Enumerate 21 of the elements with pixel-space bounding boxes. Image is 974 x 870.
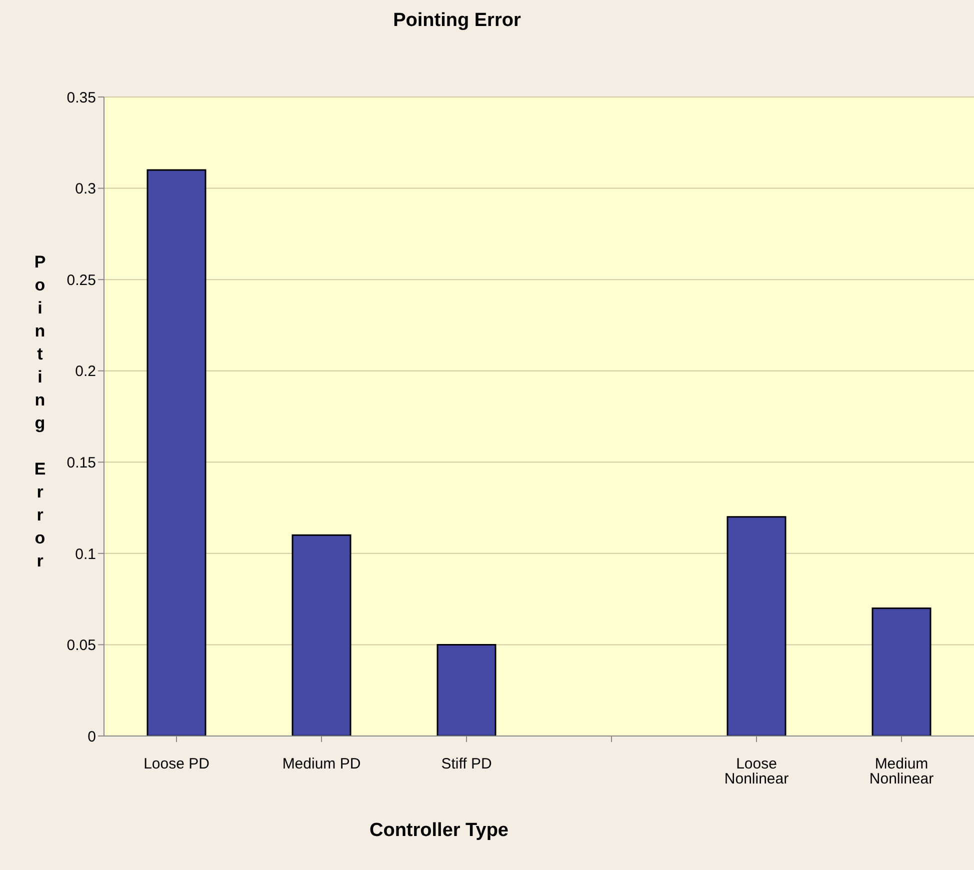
x-tick-label: Medium PD	[282, 756, 361, 773]
chart-title: Pointing Error	[392, 10, 522, 32]
bar	[292, 534, 352, 736]
y-tick-label: 0.2	[75, 363, 96, 380]
x-tick-label: Loose Nonlinear	[724, 756, 789, 788]
bar	[146, 169, 206, 736]
y-tick-label: 0.25	[66, 272, 96, 289]
bar	[436, 644, 496, 736]
x-axis-title: Controller Type	[370, 820, 508, 841]
y-tick-label: 0	[88, 728, 96, 746]
x-tick-label: Loose PD	[144, 756, 210, 773]
y-tick-label: 0.3	[75, 180, 96, 198]
x-tick-label: Medium Nonlinear	[869, 756, 934, 788]
y-tick-label: 0.1	[75, 546, 96, 563]
bar	[872, 607, 932, 736]
y-tick-label: 0.35	[66, 89, 96, 106]
y-tick-label: 0.05	[66, 637, 96, 654]
y-tick-label: 0.15	[66, 454, 96, 472]
text: Pointing Error	[34, 252, 46, 570]
bar	[726, 516, 786, 736]
x-tick-label: Stiff PD	[441, 756, 492, 773]
